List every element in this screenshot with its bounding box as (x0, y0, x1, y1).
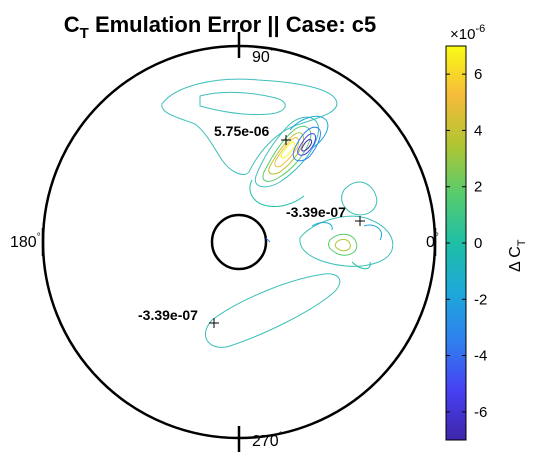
annotation-label: 5.75e-06 (214, 123, 269, 139)
colorbar-tick-label: -2 (474, 291, 487, 308)
contour-line (268, 132, 305, 175)
contour-line (161, 78, 338, 175)
contour-line (334, 238, 351, 252)
contour-line (301, 139, 313, 152)
annotation-label: -3.39e-07 (286, 204, 346, 220)
angle-label-90: 90° (252, 47, 274, 66)
contour-line (274, 137, 300, 168)
colorbar-tick-label: -6 (474, 404, 487, 421)
contour-line (205, 273, 341, 348)
contour-line (297, 133, 317, 156)
contour-line (327, 233, 358, 256)
contour-line (249, 179, 305, 207)
colorbar-ticks: 6 4 2 0 -2 -4 -6 (446, 66, 487, 421)
polar-inner-ring (210, 213, 268, 271)
contour-line (311, 222, 333, 231)
annotation-min-lower: -3.39e-07 (138, 307, 219, 328)
annotation-max: 5.75e-06 (214, 123, 291, 145)
annotation-min-right: -3.39e-07 (286, 204, 365, 226)
contour-line (254, 116, 320, 188)
contour-group (161, 78, 394, 348)
angle-label-0: 0° (426, 232, 439, 251)
contour-line (363, 224, 382, 241)
contour-line (292, 126, 321, 162)
colorbar-tick-label: 4 (474, 122, 482, 139)
contour-line (280, 141, 295, 159)
polar-outer-ring (41, 44, 437, 440)
angle-label-180: 180° (10, 232, 41, 251)
contour-line (351, 261, 371, 270)
contour-line (341, 181, 378, 216)
contour-line (289, 115, 329, 149)
colorbar-tick-label: 2 (474, 179, 482, 196)
colorbar-tick-label: -4 (474, 348, 487, 365)
colorbar-label: Δ CT (507, 239, 528, 272)
contour-line (199, 91, 286, 115)
chart-title: CT Emulation Error || Case: c5 (64, 12, 376, 42)
colorbar-exponent: ×10-6 (450, 23, 485, 43)
colorbar-tick-label: 6 (474, 66, 482, 83)
contour-line (265, 237, 271, 243)
annotation-label: -3.39e-07 (138, 307, 198, 323)
angle-label-270: 270° (252, 431, 283, 450)
colorbar-tick-label: 0 (474, 235, 482, 252)
contour-line (299, 215, 394, 267)
